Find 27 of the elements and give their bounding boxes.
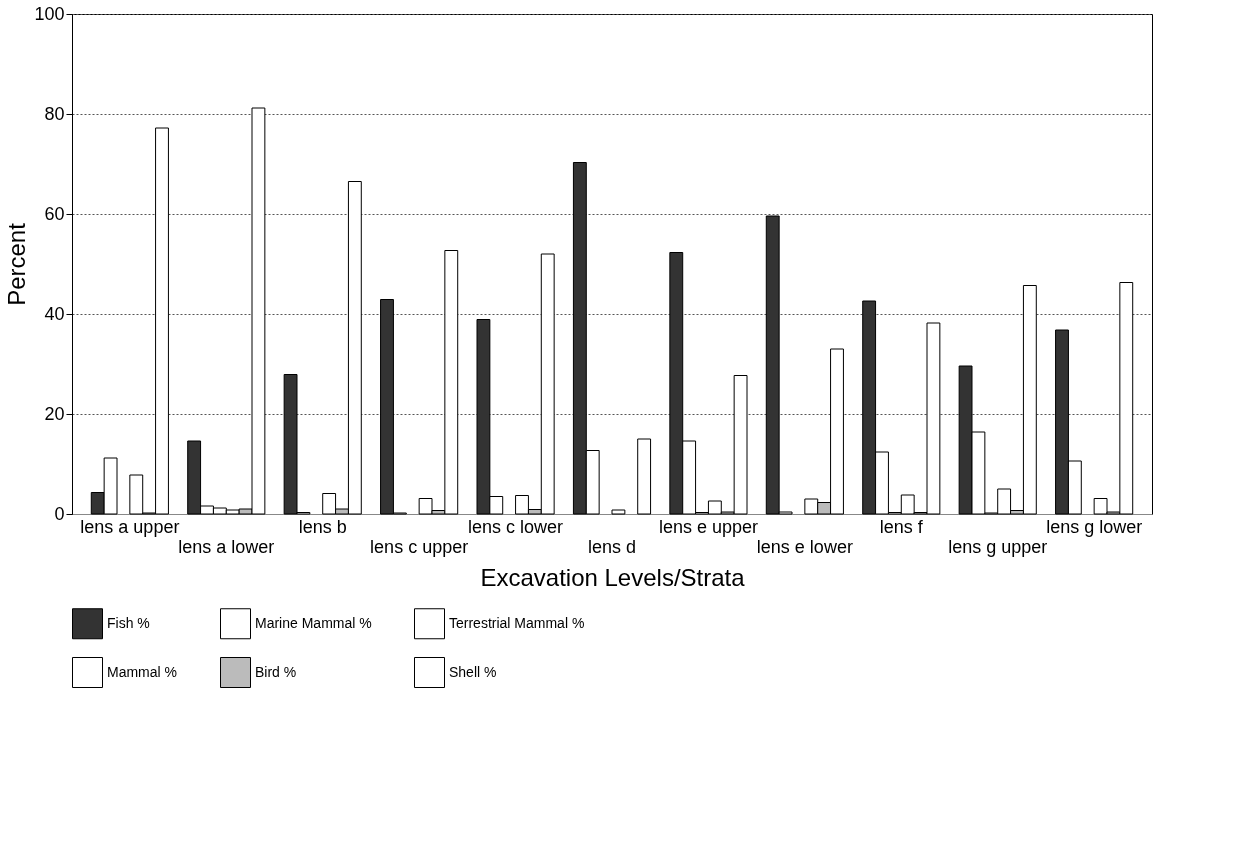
y-tick-label: 0	[54, 503, 65, 524]
x-tick-label: lens d	[587, 536, 637, 557]
legend-label: Bird %	[255, 663, 297, 680]
x-tick-label: lens e upper	[658, 516, 758, 537]
y-axis-title: Percent	[3, 222, 31, 306]
legend-label: Mammal %	[107, 663, 178, 680]
bar	[611, 509, 626, 515]
y-tick-label: 100	[34, 3, 65, 24]
x-tick-label: lens g upper	[948, 536, 1048, 557]
legend-label: Fish %	[107, 614, 150, 631]
x-tick-label: lens g lower	[1046, 516, 1143, 537]
y-tick-label: 40	[44, 303, 65, 324]
x-tick-label: lens e lower	[756, 536, 853, 557]
legend-label: Terrestrial Mammal %	[449, 614, 585, 631]
y-tick-label: 60	[44, 203, 65, 224]
x-tick-label: lens a upper	[80, 516, 180, 537]
x-axis-title: Excavation Levels/Strata	[480, 563, 746, 591]
legend-label: Shell %	[449, 663, 497, 680]
x-tick-label: lens a lower	[178, 536, 275, 557]
y-tick-label: 80	[44, 103, 65, 124]
x-tick-label: lens c lower	[468, 516, 564, 537]
x-tick-label: lens f	[879, 516, 924, 537]
legend-label: Marine Mammal %	[255, 614, 372, 631]
x-tick-label: lens c upper	[370, 536, 469, 557]
x-tick-label: lens b	[298, 516, 347, 537]
bar	[637, 438, 652, 515]
y-tick-label: 20	[44, 403, 65, 424]
